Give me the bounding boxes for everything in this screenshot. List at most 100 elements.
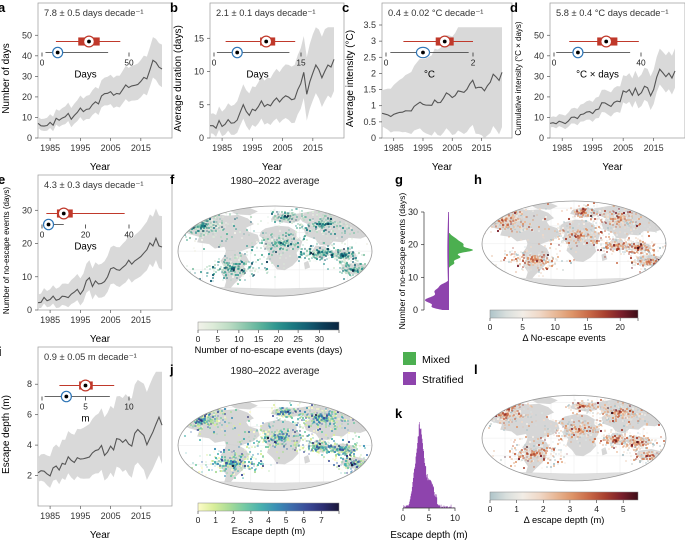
svg-text:4: 4 — [27, 440, 32, 450]
svg-text:10: 10 — [234, 334, 244, 344]
svg-text:Average duration (days): Average duration (days) — [173, 25, 184, 132]
svg-text:50: 50 — [534, 30, 544, 40]
svg-text:15: 15 — [194, 33, 204, 43]
svg-text:0.4 ± 0.02 °C decade⁻¹: 0.4 ± 0.02 °C decade⁻¹ — [388, 8, 483, 18]
svg-text:Number of days: Number of days — [1, 43, 12, 114]
svg-text:0: 0 — [40, 230, 45, 240]
svg-text:2015: 2015 — [131, 315, 151, 325]
svg-text:2: 2 — [371, 68, 376, 78]
svg-text:e: e — [0, 172, 5, 187]
svg-text:1985: 1985 — [384, 143, 404, 153]
svg-text:4: 4 — [266, 515, 271, 525]
svg-text:20: 20 — [22, 239, 32, 249]
svg-text:1980–2022 average: 1980–2022 average — [231, 366, 320, 377]
svg-text:0: 0 — [40, 58, 45, 68]
svg-text:Escape depth (m): Escape depth (m) — [1, 395, 12, 474]
svg-text:2005: 2005 — [273, 143, 293, 153]
svg-text:0: 0 — [27, 305, 32, 315]
svg-text:1995: 1995 — [242, 143, 262, 153]
svg-text:3.5: 3.5 — [363, 20, 376, 30]
svg-text:°C × days: °C × days — [576, 70, 619, 81]
svg-text:30: 30 — [408, 207, 418, 217]
svg-text:Year: Year — [262, 162, 283, 173]
svg-text:40: 40 — [124, 230, 134, 240]
svg-text:15: 15 — [296, 58, 306, 68]
svg-text:°C: °C — [424, 70, 435, 81]
svg-text:Mixed: Mixed — [422, 354, 450, 366]
svg-text:2015: 2015 — [131, 143, 151, 153]
svg-text:1995: 1995 — [583, 143, 603, 153]
svg-text:15: 15 — [254, 334, 264, 344]
svg-text:25: 25 — [293, 334, 303, 344]
svg-text:Stratified: Stratified — [422, 374, 464, 386]
svg-text:d: d — [510, 0, 518, 15]
svg-text:Escape depth (m): Escape depth (m) — [390, 530, 467, 540]
svg-text:1.5: 1.5 — [363, 85, 376, 95]
svg-text:1995: 1995 — [70, 315, 90, 325]
svg-text:Year: Year — [90, 334, 111, 345]
svg-text:2015: 2015 — [303, 143, 323, 153]
svg-text:10: 10 — [194, 67, 204, 77]
svg-text:30: 30 — [534, 71, 544, 81]
svg-text:0: 0 — [400, 513, 405, 523]
svg-text:3: 3 — [371, 36, 376, 46]
svg-text:2015: 2015 — [471, 143, 491, 153]
svg-text:0: 0 — [199, 133, 204, 143]
svg-text:40: 40 — [636, 58, 646, 68]
svg-text:0: 0 — [196, 334, 201, 344]
svg-text:2005: 2005 — [101, 315, 121, 325]
svg-text:2: 2 — [27, 471, 32, 481]
svg-text:0: 0 — [196, 515, 201, 525]
svg-text:a: a — [0, 0, 6, 15]
svg-text:Number of no-escape events (da: Number of no-escape events (days) — [195, 345, 343, 355]
svg-text:10: 10 — [124, 402, 134, 412]
svg-text:2: 2 — [471, 58, 476, 68]
svg-text:1995: 1995 — [70, 511, 90, 521]
svg-text:Average intensity (°C): Average intensity (°C) — [345, 30, 356, 127]
svg-text:k: k — [395, 406, 403, 421]
svg-text:10: 10 — [22, 272, 32, 282]
svg-text:20: 20 — [22, 92, 32, 102]
svg-text:j: j — [169, 362, 174, 377]
svg-text:10: 10 — [22, 112, 32, 122]
svg-text:1995: 1995 — [70, 143, 90, 153]
svg-text:0.9 ± 0.05 m decade⁻¹: 0.9 ± 0.05 m decade⁻¹ — [44, 352, 137, 362]
svg-text:50: 50 — [22, 30, 32, 40]
svg-text:2: 2 — [231, 515, 236, 525]
svg-text:5: 5 — [284, 515, 289, 525]
svg-text:c: c — [342, 0, 349, 15]
svg-text:7: 7 — [319, 515, 324, 525]
svg-text:5: 5 — [83, 402, 88, 412]
svg-text:4.3 ± 0.3 days decade⁻¹: 4.3 ± 0.3 days decade⁻¹ — [44, 180, 143, 190]
svg-text:1985: 1985 — [212, 143, 232, 153]
svg-text:Number of no-escape events (da: Number of no-escape events (days) — [2, 187, 11, 315]
svg-text:0: 0 — [212, 58, 217, 68]
svg-text:1985: 1985 — [40, 315, 60, 325]
svg-text:Escape depth (m): Escape depth (m) — [232, 526, 305, 536]
svg-text:6: 6 — [301, 515, 306, 525]
svg-text:Year: Year — [432, 162, 453, 173]
svg-text:2005: 2005 — [613, 143, 633, 153]
svg-text:Year: Year — [602, 162, 623, 173]
svg-text:30: 30 — [22, 205, 32, 215]
svg-text:1985: 1985 — [552, 143, 572, 153]
svg-text:1985: 1985 — [40, 511, 60, 521]
svg-text:0: 0 — [539, 133, 544, 143]
svg-text:1: 1 — [371, 101, 376, 111]
svg-text:40: 40 — [22, 51, 32, 61]
svg-text:5: 5 — [199, 100, 204, 110]
svg-text:20: 20 — [274, 334, 284, 344]
svg-text:2005: 2005 — [101, 511, 121, 521]
svg-text:Days: Days — [74, 242, 96, 253]
svg-text:i: i — [0, 344, 2, 359]
svg-text:10: 10 — [534, 112, 544, 122]
svg-text:1980–2022 average: 1980–2022 average — [231, 176, 320, 187]
svg-text:0: 0 — [27, 133, 32, 143]
svg-text:0: 0 — [413, 305, 418, 315]
svg-text:Days: Days — [246, 70, 268, 81]
svg-text:Cumulative intensity (°C × day: Cumulative intensity (°C × days) — [514, 21, 523, 135]
svg-text:Year: Year — [90, 162, 111, 173]
svg-text:5: 5 — [215, 334, 220, 344]
svg-text:30: 30 — [315, 334, 325, 344]
svg-text:0: 0 — [40, 402, 45, 412]
